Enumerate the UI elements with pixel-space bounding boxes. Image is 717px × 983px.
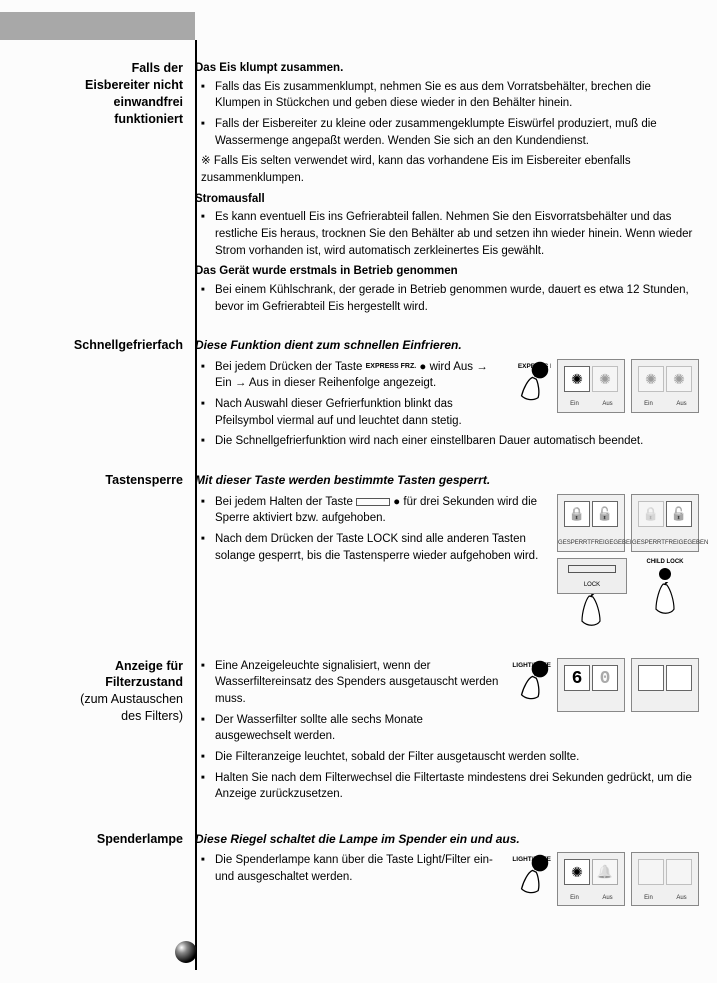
section-body: LIGHT/FILTER 6 0 Eine Anzeigeleuchte sig… xyxy=(195,658,699,807)
page-number-sphere xyxy=(175,941,197,963)
section-body: Mit dieser Taste werden bestimmte Tasten… xyxy=(195,472,699,633)
page-content: Falls der Eisbereiter nicht einwandfrei … xyxy=(0,60,717,928)
label-line: Eisbereiter nicht xyxy=(85,78,183,92)
bullet: Nach dem Drücken der Taste LOCK sind all… xyxy=(205,531,699,564)
hand-press-icon xyxy=(647,582,683,622)
label-line: Anzeige für xyxy=(115,659,183,673)
bullet: Es kann eventuell Eis ins Gefrierabteil … xyxy=(205,209,699,259)
section-label: Tastensperre xyxy=(20,472,195,633)
section-body: Diese Funktion dient zum schnellen Einfr… xyxy=(195,337,699,454)
section-keylock: Tastensperre Mit dieser Taste werden bes… xyxy=(20,472,699,633)
lock-button-figure: LOCK xyxy=(557,558,625,634)
note: ※ Falls Eis selten verwendet wird, kann … xyxy=(195,153,699,186)
hand-press-icon xyxy=(573,594,609,634)
section-label: Schnellgefrierfach xyxy=(20,337,195,454)
section-body: Das Eis klumpt zusammen. Falls das Eis z… xyxy=(195,60,699,319)
button-dot-icon xyxy=(659,568,671,580)
section-body: Diese Riegel schaltet die Lampe im Spend… xyxy=(195,831,699,910)
bullet: Nach Auswahl dieser Gefrierfunktion blin… xyxy=(205,396,699,429)
section-label: Spenderlampe xyxy=(20,831,195,910)
caption-off: Aus xyxy=(591,894,624,903)
bullet: Der Wasserfilter sollte alle sechs Monat… xyxy=(205,712,699,745)
bullet: Bei einem Kühlschrank, der gerade in Bet… xyxy=(205,282,699,315)
bullet: Bei jedem Drücken der Taste EXPRESS FRZ.… xyxy=(205,359,699,392)
label-line: (zum Austauschen xyxy=(80,692,183,706)
bullet: Die Filteranzeige leuchtet, sobald der F… xyxy=(205,749,699,766)
bullet: Falls das Eis zusammenklumpt, nehmen Sie… xyxy=(205,79,699,112)
section-icemaker: Falls der Eisbereiter nicht einwandfrei … xyxy=(20,60,699,319)
section-label: Falls der Eisbereiter nicht einwandfrei … xyxy=(20,60,195,319)
bullet: Die Schnellgefrierfunktion wird nach ein… xyxy=(205,433,699,450)
subheading: Das Eis klumpt zusammen. xyxy=(195,60,699,77)
label-line: des Filters) xyxy=(121,709,183,723)
key-label: EXPRESS FRZ. xyxy=(366,362,417,372)
caption-off: Aus xyxy=(665,894,698,903)
bullet: Die Spenderlampe kann über die Taste Lig… xyxy=(205,852,699,885)
header-tab xyxy=(0,12,195,40)
subheading: Stromausfall xyxy=(195,191,699,208)
section-intro: Diese Funktion dient zum schnellen Einfr… xyxy=(195,337,699,354)
section-filter: Anzeige für Filterzustand (zum Austausch… xyxy=(20,658,699,807)
section-express-freeze: Schnellgefrierfach Diese Funktion dient … xyxy=(20,337,699,454)
key-box-icon xyxy=(356,498,390,506)
subheading: Das Gerät wurde erstmals in Betrieb geno… xyxy=(195,263,699,280)
section-intro: Diese Riegel schaltet die Lampe im Spend… xyxy=(195,831,699,848)
section-dispenser-lamp: Spenderlampe Diese Riegel schaltet die L… xyxy=(20,831,699,910)
bullet: Falls der Eisbereiter zu kleine oder zus… xyxy=(205,116,699,149)
label-line: Falls der xyxy=(132,61,183,75)
section-intro: Mit dieser Taste werden bestimmte Tasten… xyxy=(195,472,699,489)
caption-on: Ein xyxy=(558,894,591,903)
bullet: Halten Sie nach dem Filterwechsel die Fi… xyxy=(205,770,699,803)
section-label: Anzeige für Filterzustand (zum Austausch… xyxy=(20,658,195,807)
label-line: funktioniert xyxy=(114,112,183,126)
bullet: Bei jedem Halten der Taste ● für drei Se… xyxy=(205,494,699,527)
label-line: einwandfrei xyxy=(114,95,183,109)
bullet: Eine Anzeigeleuchte signalisiert, wenn d… xyxy=(205,658,699,708)
label-line: Filterzustand xyxy=(105,675,183,689)
caption-on: Ein xyxy=(632,894,665,903)
childlock-button-figure: CHILD LOCK xyxy=(631,558,699,623)
